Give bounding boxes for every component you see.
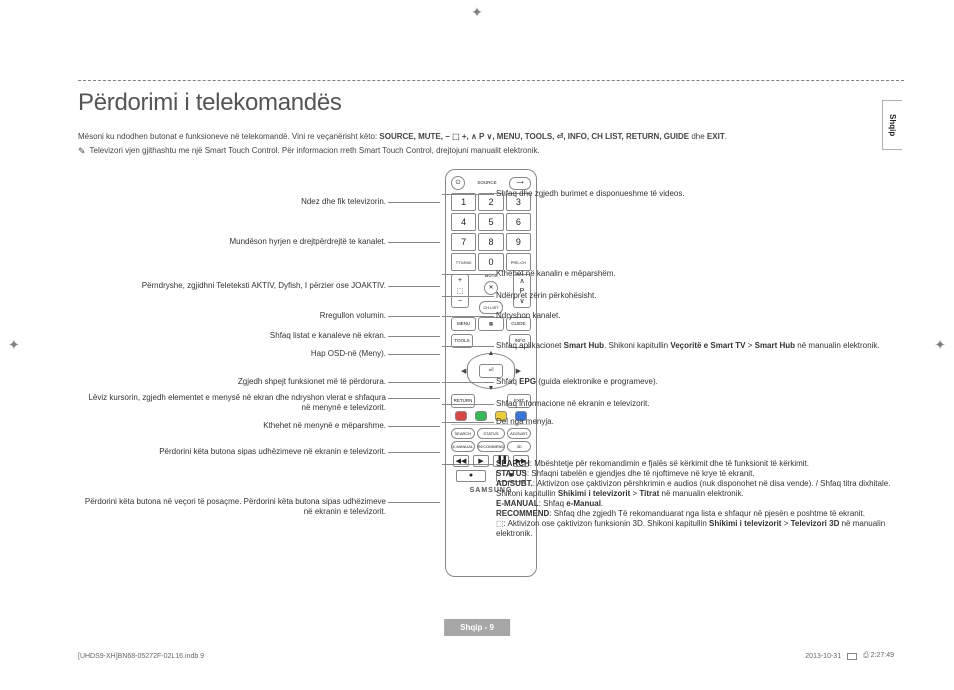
- callout-left: Mundëson hyrjen e drejtpërdrejtë te kana…: [78, 237, 386, 247]
- dpad-right: ▶: [516, 367, 521, 375]
- crop-mark-right: ✦: [934, 337, 946, 354]
- number-pad: 1 2 3 4 5 6 7 8 9 TTX/MIX 0 PRE-CH: [451, 193, 531, 271]
- adsubt-button: AD/SUBT.: [507, 428, 531, 439]
- recommend-button: RECOMMEND: [477, 441, 506, 452]
- callout-right: Kthehet në kanalin e mëparshëm.: [496, 269, 901, 279]
- status-button: STATUS: [477, 428, 506, 439]
- callout-left: Kthehet në menynë e mëparshme.: [78, 421, 386, 431]
- intro-exit: EXIT: [707, 132, 725, 141]
- crop-mark-left: ✦: [8, 337, 20, 354]
- intro-tail: dhe: [691, 132, 707, 141]
- crop-mark-top: ✦: [471, 4, 483, 21]
- intro-paragraph: Mësoni ku ndodhen butonat e funksioneve …: [78, 131, 904, 142]
- note-row: ✎ Televizori vjen gjithashtu me një Smar…: [78, 146, 904, 157]
- power-button: ⏻: [451, 176, 465, 190]
- callout-left: Përdorini këta butona sipas udhëzimeve n…: [78, 447, 386, 457]
- folio-time: ⎙ 2:27:49: [863, 652, 894, 660]
- callout-left: Ndez dhe fik televizorin.: [78, 197, 386, 207]
- remote-top-row: ⏻ SOURCE ⟶: [451, 176, 531, 190]
- vol-icon: ⬚: [457, 287, 464, 295]
- intro-lead: Mësoni ku ndodhen butonat e funksioneve …: [78, 132, 379, 141]
- volume-rocker: +⬚−: [451, 274, 469, 308]
- callout-left: Përdorini këta butona në veçori të posaç…: [78, 497, 386, 517]
- callout-left: Përndryshe, zgjidhni Teleteksti AKTIV, D…: [78, 281, 386, 291]
- source-label: SOURCE: [477, 181, 496, 186]
- callout-left: Hap OSD-në (Meny).: [78, 349, 386, 359]
- callout-left: Zgjedh shpejt funksionet më të përdorura…: [78, 377, 386, 387]
- intro-keys: SOURCE, MUTE, − ⬚ +, ∧ P ∨, MENU, TOOLS,…: [379, 132, 689, 141]
- folio-timestamp: 2013-10-31 ⎙ 2:27:49: [805, 652, 894, 660]
- page-number-badge: Shqip - 9: [444, 619, 510, 636]
- enter-button: ⏎: [479, 364, 503, 378]
- callout-left: Shfaq listat e kanaleve në ekran.: [78, 331, 386, 341]
- callout-right: Ndryshon kanalet.: [496, 311, 901, 321]
- 3d-button: 3D: [507, 441, 531, 452]
- callout-right: Del nga menyja.: [496, 417, 901, 427]
- num-9: 9: [506, 233, 531, 251]
- remote-diagram: ⏻ SOURCE ⟶ 1 2 3 4 5 6 7 8 9 TTX/MIX 0 P…: [78, 169, 904, 589]
- text-buttons: SEARCH STATUS AD/SUBT. E-MANUAL RECOMMEN…: [451, 428, 531, 452]
- callout-right: Ndërpret zërin përkohësisht.: [496, 291, 901, 301]
- horizontal-rule: [78, 80, 904, 81]
- num-7: 7: [451, 233, 476, 251]
- color-a: [455, 411, 467, 421]
- callout-right: Shfaq aplikacionet Smart Hub. Shikoni ka…: [496, 341, 901, 351]
- num-5: 5: [478, 213, 503, 231]
- callout-left: Lëviz kursorin, zgjedh elementet e menys…: [78, 393, 386, 413]
- source-button: ⟶: [509, 177, 531, 190]
- callout-right: Shfaq EPG (guida elektronike e programev…: [496, 377, 901, 387]
- note-icon: ✎: [78, 146, 86, 157]
- callout-left: Rregullon volumin.: [78, 311, 386, 321]
- num-4: 4: [451, 213, 476, 231]
- menu-button: MENU: [451, 317, 476, 331]
- page-content: Përdorimi i telekomandës Mësoni ku ndodh…: [78, 80, 904, 589]
- record-button: ●: [456, 470, 486, 482]
- ttx-button: TTX/MIX: [451, 253, 476, 271]
- note-text: Televizori vjen gjithashtu me një Smart …: [90, 146, 540, 157]
- num-1: 1: [451, 193, 476, 211]
- dpad-down: ▼: [488, 385, 495, 392]
- callout-right: SEARCH: Mbështetje për rekomandimin e fj…: [496, 459, 901, 539]
- page-title: Përdorimi i telekomandës: [78, 89, 904, 117]
- dpad-left: ◀: [461, 367, 466, 375]
- callout-right: Shfaq dhe zgjedh burimet e disponueshme …: [496, 189, 901, 199]
- intro-period: .: [725, 132, 727, 141]
- search-button: SEARCH: [451, 428, 475, 439]
- dpad-up: ▲: [488, 350, 495, 357]
- folio-print-icon: [847, 653, 857, 660]
- color-b: [475, 411, 487, 421]
- emanual-button: E-MANUAL: [451, 441, 475, 452]
- return-button: RETURN: [451, 394, 475, 408]
- folio-date: 2013-10-31: [805, 653, 841, 660]
- num-8: 8: [478, 233, 503, 251]
- num-6: 6: [506, 213, 531, 231]
- callout-right: Shfaq informacione në ekranin e televizo…: [496, 399, 901, 409]
- folio-filename: [UHDS9-XH]BN68-05272F-02L16.indb 9: [78, 653, 204, 660]
